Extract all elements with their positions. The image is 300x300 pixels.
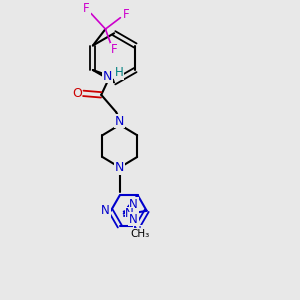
Text: F: F	[111, 44, 118, 56]
Text: O: O	[72, 87, 82, 100]
Text: CH₃: CH₃	[131, 229, 150, 238]
Text: H: H	[115, 66, 124, 79]
Text: N: N	[103, 70, 112, 83]
Text: F: F	[122, 8, 129, 21]
Text: N: N	[129, 198, 138, 211]
Text: N: N	[101, 204, 110, 217]
Text: N: N	[134, 225, 142, 238]
Text: N: N	[115, 161, 124, 174]
Text: N: N	[125, 207, 134, 220]
Text: F: F	[83, 2, 90, 15]
Text: N: N	[115, 115, 124, 128]
Text: N: N	[129, 213, 138, 226]
